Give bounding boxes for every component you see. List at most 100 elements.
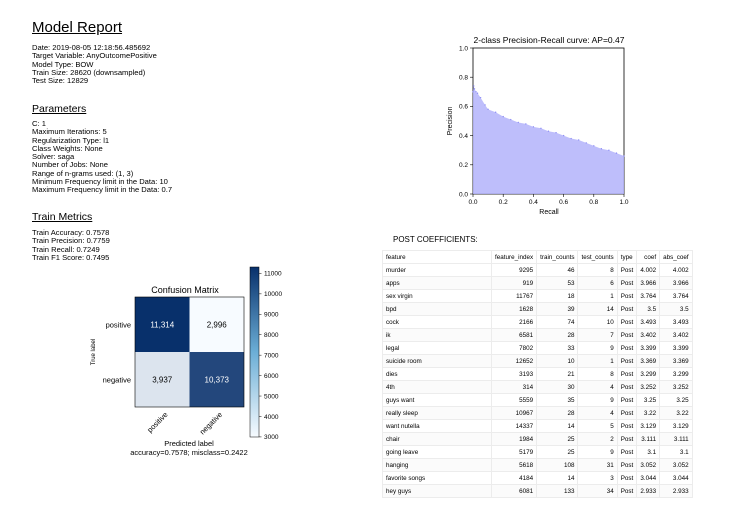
table-cell: 9 — [577, 445, 618, 459]
cm-row-label: negative — [103, 376, 131, 385]
table-row: favorite songs 4184 14 3 Post 3.044 3.044 — [382, 471, 693, 485]
report-title: Model Report — [32, 19, 123, 36]
pr-ytick-label: 0.2 — [459, 162, 468, 169]
table-cell: 3.22 — [659, 406, 693, 420]
table-cell: 3.966 — [636, 276, 661, 290]
table-cell: 25 — [536, 445, 579, 459]
table-cell: 33 — [536, 341, 579, 355]
meta-line: Target Variable: AnyOutcomePositive — [32, 51, 157, 61]
table-cell: suicide room — [382, 354, 492, 368]
pr-ytick-label: 0.0 — [459, 191, 468, 198]
table-cell: Post — [616, 432, 638, 446]
table-cell: cock — [382, 315, 492, 329]
table-cell: Post — [616, 341, 638, 355]
pr-point — [608, 149, 610, 151]
cm-colorbar-label: 7000 — [264, 352, 279, 359]
parameter-line: Class Weights: None — [32, 143, 103, 153]
table-row: murder 9295 46 8 Post 4.002 4.002 — [382, 263, 693, 277]
parameter-line: Regularization Type: l1 — [32, 135, 110, 145]
table-row: apps 919 53 6 Post 3.966 3.966 — [382, 276, 693, 290]
pr-xtick-label: 0.2 — [499, 199, 508, 206]
pr-point — [525, 123, 527, 125]
table-cell: 14 — [536, 419, 579, 433]
table-cell: hey guys — [382, 484, 492, 498]
cm-cell — [135, 352, 190, 407]
table-cell: 5179 — [490, 445, 538, 459]
pr-xlabel: Recall — [539, 209, 559, 216]
table-cell: 3.252 — [636, 380, 661, 394]
table-cell: 9295 — [490, 263, 538, 277]
table-row: guys want 5559 35 9 Post 3.25 3.25 — [382, 393, 693, 407]
table-cell: 3.493 — [636, 315, 661, 329]
table-row: really sleep 10967 28 4 Post 3.22 3.22 — [382, 406, 693, 420]
table-cell: 5 — [577, 419, 618, 433]
table-cell: 28 — [536, 406, 579, 420]
cm-colorbar-label: 5000 — [264, 393, 279, 400]
table-cell: Post — [616, 471, 638, 485]
table-row: going leave 5179 25 9 Post 3.1 3.1 — [382, 445, 693, 459]
pr-point — [600, 148, 603, 150]
table-cell: 9 — [577, 393, 618, 407]
parameters-list: C: 1 Maximum Iterations: 5 Regularization … — [32, 119, 172, 195]
pr-point — [510, 118, 512, 121]
cm-ylabel: True label — [91, 339, 97, 365]
table-cell: dies — [382, 367, 492, 381]
table-cell: 34 — [577, 484, 618, 498]
table-cell: Post — [616, 263, 638, 277]
table-cell: 3.399 — [659, 341, 693, 355]
table-cell: Post — [616, 289, 638, 303]
train-metrics-list: Train Accuracy: 0.7578 Train Precision: 0… — [32, 228, 110, 262]
table-cell: favorite songs — [382, 471, 492, 485]
cm-row-label: positive — [106, 321, 131, 330]
table-cell: 1 — [577, 289, 618, 303]
table-cell: hanging — [382, 458, 492, 472]
table-header-row: feature feature_index train_counts test_cou… — [382, 250, 693, 264]
table-cell: 30 — [536, 380, 579, 394]
table-cell: 5559 — [490, 393, 538, 407]
table-cell: going leave — [382, 445, 492, 459]
table-cell: 133 — [536, 484, 579, 498]
parameter-line: Maximum Iterations: 5 — [32, 127, 107, 137]
pr-xtick-label: 0.4 — [529, 199, 538, 206]
table-cell: 10967 — [490, 406, 538, 420]
table-row: bpd 1628 39 14 Post 3.5 3.5 — [382, 302, 693, 316]
table-row: legal 7802 33 9 Post 3.399 3.399 — [382, 341, 693, 355]
table-cell: 6081 — [490, 484, 538, 498]
parameters-heading: Parameters — [32, 103, 87, 115]
table-cell: 108 — [536, 458, 579, 472]
parameter-line: C: 1 — [32, 119, 46, 128]
table-cell: 3.129 — [636, 419, 661, 433]
table-row: hey guys 6081 133 34 Post 2.933 2.933 — [382, 484, 693, 498]
table-cell: Post — [616, 302, 638, 316]
table-row: cock 2166 74 10 Post 3.493 3.493 — [382, 315, 693, 329]
cm-cell — [189, 352, 244, 407]
pr-point — [487, 108, 489, 111]
table-row: sex virgin 11767 18 1 Post 3.764 3.764 — [382, 289, 693, 303]
pr-point — [585, 142, 587, 144]
pr-ytick-label: 1.0 — [459, 45, 468, 52]
column-header: train_counts — [536, 250, 579, 264]
table-cell: 3.493 — [659, 315, 693, 329]
cm-xlabel: Predicted label — [164, 439, 214, 448]
meta-line: Test Size: 12829 — [32, 76, 89, 86]
table-cell: 3.299 — [659, 367, 693, 381]
pr-point — [593, 145, 595, 147]
table-cell: 314 — [490, 380, 538, 394]
post-coefficients-table: feature feature_index train_counts test_cou… — [382, 250, 693, 498]
table-cell: 4.002 — [659, 263, 693, 277]
table-cell: Post — [616, 354, 638, 368]
cm-colorbar-label: 11000 — [264, 271, 282, 278]
table-row: hanging 5618 108 31 Post 3.052 3.052 — [382, 458, 693, 472]
table-row: 4th 314 30 4 Post 3.252 3.252 — [382, 380, 693, 394]
pr-point — [475, 91, 477, 93]
pr-point — [562, 134, 565, 137]
table-cell: 4 — [577, 380, 618, 394]
cm-cell — [189, 297, 244, 352]
table-cell: 3.252 — [659, 380, 693, 394]
parameter-line: Number of Jobs: None — [32, 160, 108, 170]
pr-xtick-label: 0.6 — [559, 199, 568, 206]
table-cell: 11767 — [490, 289, 538, 303]
table-row: dies 3193 21 8 Post 3.299 3.299 — [382, 367, 693, 381]
pr-xtick-label: 1.0 — [619, 199, 628, 206]
table-cell: apps — [382, 276, 492, 290]
